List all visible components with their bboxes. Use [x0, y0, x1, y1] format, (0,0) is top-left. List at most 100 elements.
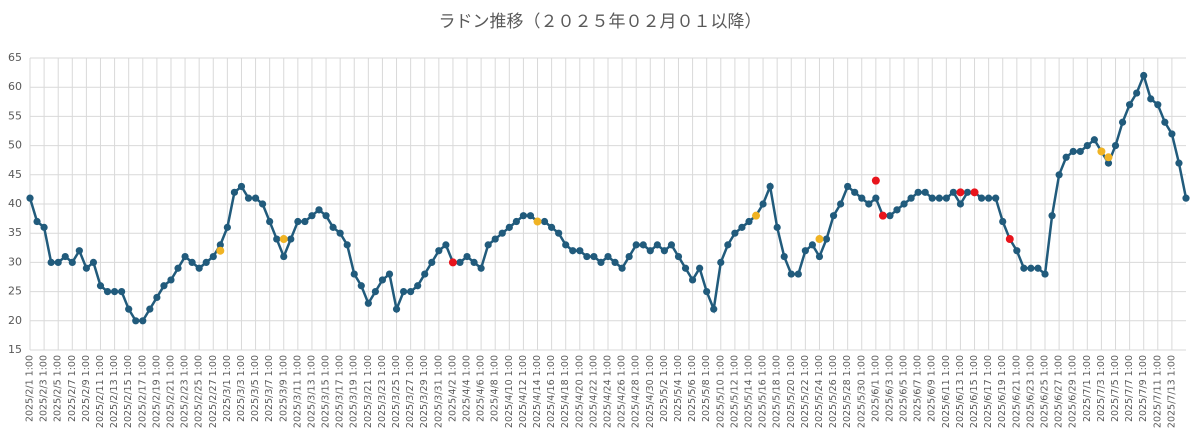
data-point: [1027, 264, 1035, 272]
x-tick-label: 2025/4/2 1:00: [447, 355, 458, 422]
data-point: [1069, 147, 1077, 156]
data-point: [385, 270, 394, 278]
x-tick-label: 2025/5/18 1:00: [772, 355, 783, 428]
data-point: [266, 217, 274, 226]
highlight-point: [533, 217, 542, 226]
highlight-point: [956, 188, 965, 197]
x-tick-label: 2025/6/15 1:00: [969, 355, 980, 428]
x-tick-label: 2025/6/13 1:00: [955, 355, 966, 428]
data-point: [921, 188, 929, 196]
data-point: [540, 217, 549, 226]
x-tick-label: 2025/3/19 1:00: [349, 355, 360, 428]
data-point: [40, 223, 48, 231]
x-tick-label: 2025/5/14 1:00: [743, 355, 754, 428]
x-tick-label: 2025/6/9 1:00: [927, 355, 938, 422]
y-tick-label: 60: [8, 80, 22, 93]
data-point: [357, 282, 365, 290]
data-point: [301, 217, 309, 226]
x-tick-label: 2025/2/25 1:00: [194, 355, 205, 428]
x-tick-label: 2025/5/10 1:00: [715, 355, 726, 428]
data-point: [223, 223, 231, 231]
data-point: [949, 188, 957, 196]
data-point: [364, 299, 372, 307]
data-point: [110, 288, 119, 296]
data-point: [54, 258, 62, 266]
x-tick-label: 2025/5/24 1:00: [814, 355, 825, 428]
x-tick-label: 2025/2/21 1:00: [165, 355, 176, 428]
data-point: [829, 212, 838, 220]
data-point: [273, 235, 281, 243]
data-point: [139, 317, 147, 325]
data-point: [660, 247, 668, 255]
y-tick-label: 40: [8, 197, 22, 210]
data-point: [858, 194, 866, 202]
highlight-point: [1104, 153, 1113, 162]
x-tick-label: 2025/2/3 1:00: [39, 355, 50, 422]
data-point: [604, 252, 612, 261]
x-tick-label: 2025/3/29 1:00: [419, 355, 430, 428]
data-point: [512, 217, 520, 226]
data-point: [259, 200, 267, 208]
data-point: [851, 188, 859, 196]
y-tick-label: 50: [8, 139, 22, 152]
data-point: [315, 206, 323, 214]
data-point: [900, 200, 908, 208]
x-tick-label: 2025/2/23 1:00: [180, 355, 191, 428]
data-point: [498, 229, 506, 237]
data-point: [674, 252, 683, 261]
x-tick-label: 2025/7/13 1:00: [1166, 355, 1177, 428]
highlight-point: [1005, 235, 1014, 244]
x-tick-label: 2025/4/26 1:00: [617, 355, 628, 428]
data-point: [125, 305, 133, 313]
data-point: [822, 235, 831, 243]
x-tick-label: 2025/2/11 1:00: [95, 355, 106, 428]
data-point: [872, 194, 880, 202]
data-point: [865, 200, 873, 208]
x-tick-label: 2025/3/21 1:00: [363, 355, 374, 428]
x-tick-label: 2025/7/11 1:00: [1152, 355, 1163, 428]
x-tick-label: 2025/3/17 1:00: [335, 355, 346, 428]
data-point: [618, 264, 626, 272]
data-point: [590, 252, 598, 261]
data-point: [1147, 95, 1155, 103]
data-point: [914, 188, 922, 196]
x-tick-label: 2025/7/1 1:00: [1082, 355, 1093, 422]
x-tick-label: 2025/5/16 1:00: [758, 355, 769, 428]
x-tick-label: 2025/6/19 1:00: [997, 355, 1008, 428]
data-point: [1168, 130, 1176, 138]
x-tick-label: 2025/4/22 1:00: [588, 355, 599, 428]
data-point: [963, 188, 972, 196]
data-point: [421, 270, 429, 278]
data-point: [350, 270, 358, 278]
data-point: [89, 258, 98, 266]
x-tick-label: 2025/5/12 1:00: [729, 355, 740, 428]
data-point: [209, 252, 217, 261]
x-tick-label: 2025/3/9 1:00: [278, 355, 289, 422]
data-point: [287, 235, 295, 243]
data-point: [731, 229, 739, 237]
y-tick-label: 25: [8, 285, 22, 298]
data-point: [928, 194, 936, 202]
data-point: [378, 276, 387, 284]
x-tick-label: 2025/7/5 1:00: [1110, 355, 1121, 422]
data-point: [639, 241, 647, 249]
data-point: [237, 182, 246, 191]
data-point: [1090, 136, 1098, 144]
highlight-point: [752, 211, 761, 220]
x-tick-label: 2025/3/27 1:00: [405, 355, 416, 428]
data-point: [399, 288, 408, 296]
data-point: [548, 223, 556, 231]
data-point: [907, 194, 915, 202]
x-tick-label: 2025/2/1 1:00: [25, 355, 36, 422]
x-tick-label: 2025/7/7 1:00: [1124, 355, 1135, 422]
x-tick-label: 2025/6/11 1:00: [941, 355, 952, 428]
x-tick-label: 2025/2/13 1:00: [109, 355, 120, 428]
data-point: [146, 305, 154, 313]
data-point: [414, 282, 422, 290]
data-point: [294, 217, 302, 226]
data-point: [519, 212, 528, 220]
data-point: [251, 194, 260, 202]
data-point: [244, 194, 253, 202]
data-point: [322, 212, 330, 220]
